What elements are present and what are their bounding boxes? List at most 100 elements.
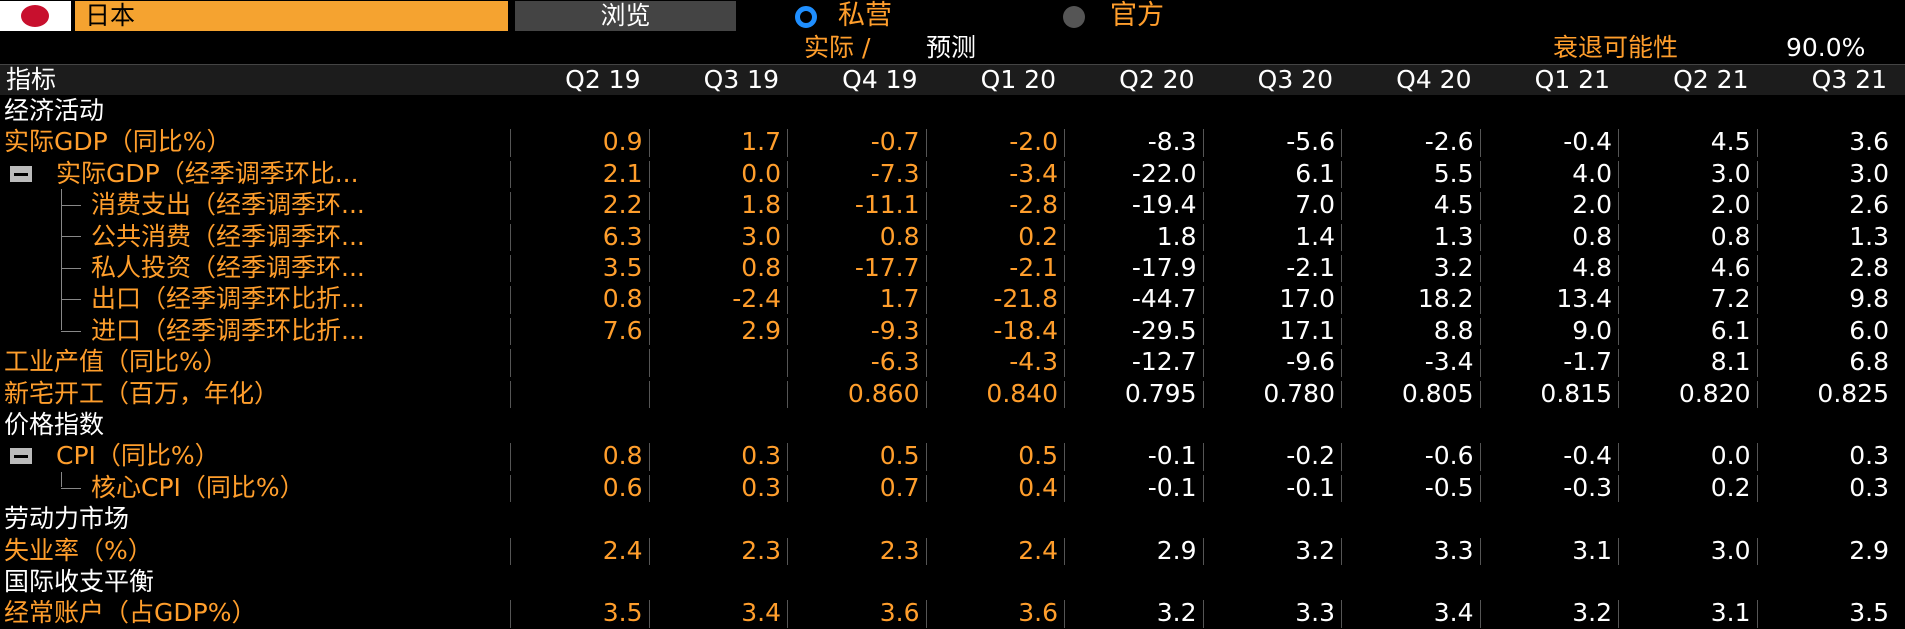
value-cell: 1.8 bbox=[1064, 223, 1203, 251]
tree-line bbox=[61, 204, 81, 206]
value-cell: 6.8 bbox=[1756, 349, 1896, 377]
value-cell: 0.805 bbox=[1341, 380, 1480, 408]
tree-line bbox=[61, 267, 81, 269]
column-header: Q1 20 bbox=[980, 65, 1056, 94]
value-cell: 0.8 bbox=[1479, 223, 1619, 251]
tree-line bbox=[61, 283, 62, 315]
value-cell: 0.6 bbox=[510, 474, 649, 503]
value-cell: -3.4 bbox=[925, 160, 1065, 189]
value-cell: 2.9 bbox=[648, 317, 788, 346]
value-cell: 0.780 bbox=[1202, 380, 1342, 408]
browse-button[interactable]: 浏览 bbox=[515, 1, 736, 31]
value-cell: 0.8 bbox=[510, 286, 649, 314]
value-cell: 2.8 bbox=[1756, 255, 1896, 283]
value-cell: 2.9 bbox=[1756, 537, 1896, 565]
value-cell: 3.5 bbox=[510, 600, 649, 628]
value-cell: 2.6 bbox=[1756, 192, 1896, 220]
column-header: Q2 20 bbox=[1119, 65, 1195, 94]
country-input[interactable]: 日本 bbox=[75, 1, 508, 31]
tree-line bbox=[61, 314, 62, 331]
column-header: Q4 19 bbox=[842, 65, 918, 94]
value-cell: 0.8 bbox=[787, 223, 926, 251]
value-cell: 1.4 bbox=[1202, 223, 1342, 251]
value-cell: -0.1 bbox=[1064, 474, 1203, 503]
value-cell: 0.5 bbox=[925, 443, 1065, 471]
value-cell: 2.9 bbox=[1064, 537, 1203, 565]
value-cell: -18.4 bbox=[925, 317, 1065, 346]
value-cell: 1.7 bbox=[648, 129, 788, 157]
value-cell bbox=[648, 349, 788, 377]
value-cell: 4.5 bbox=[1618, 129, 1757, 157]
value-cell: -12.7 bbox=[1064, 349, 1203, 377]
value-cell: 6.0 bbox=[1756, 317, 1896, 346]
value-cell: 0.4 bbox=[925, 474, 1065, 503]
value-cell: -7.3 bbox=[787, 160, 926, 189]
section-title: 价格指数 bbox=[4, 410, 105, 439]
value-cell: 0.2 bbox=[925, 223, 1065, 251]
value-cell: 1.3 bbox=[1756, 223, 1896, 251]
value-cell: -0.6 bbox=[1341, 443, 1480, 471]
value-cell: 3.1 bbox=[1618, 600, 1757, 628]
recession-label: 衰退可能性 bbox=[1553, 33, 1679, 62]
value-cell: 8.1 bbox=[1618, 349, 1757, 377]
radio-private-label[interactable]: 私营 bbox=[838, 0, 892, 31]
value-cell: 0.8 bbox=[648, 255, 788, 283]
value-cell: -44.7 bbox=[1064, 286, 1203, 314]
row-label: 消费支出（经季调季环... bbox=[91, 190, 365, 220]
value-cell: 3.2 bbox=[1202, 537, 1342, 565]
column-header: Q2 19 bbox=[565, 65, 641, 94]
value-cell: 3.5 bbox=[510, 255, 649, 283]
value-cell: 9.8 bbox=[1756, 286, 1896, 314]
value-cell: 0.795 bbox=[1064, 380, 1203, 408]
flag bbox=[0, 1, 71, 31]
value-cell: 13.4 bbox=[1479, 286, 1619, 314]
value-cell: 3.0 bbox=[1618, 537, 1757, 565]
column-header: Q3 19 bbox=[703, 65, 779, 94]
value-cell: 7.2 bbox=[1618, 286, 1757, 314]
value-cell: 0.2 bbox=[1618, 474, 1757, 503]
value-cell: 7.0 bbox=[1202, 192, 1342, 220]
value-cell: 3.6 bbox=[787, 600, 926, 628]
section-title: 经济活动 bbox=[4, 96, 105, 125]
value-cell: 0.3 bbox=[1756, 474, 1896, 503]
value-cell: -29.5 bbox=[1064, 317, 1203, 346]
column-header: Q1 21 bbox=[1534, 65, 1610, 94]
value-cell: -3.4 bbox=[1341, 349, 1480, 377]
value-cell: 0.7 bbox=[787, 474, 926, 503]
column-header: Q2 21 bbox=[1673, 65, 1749, 94]
value-cell: 3.2 bbox=[1479, 600, 1619, 628]
radio-official-label[interactable]: 官方 bbox=[1110, 0, 1164, 31]
value-cell: 2.4 bbox=[510, 537, 649, 565]
radio-private[interactable] bbox=[795, 6, 817, 28]
value-cell: 18.2 bbox=[1341, 286, 1480, 314]
value-cell: -2.0 bbox=[925, 129, 1065, 157]
value-cell: 6.3 bbox=[510, 223, 649, 251]
value-cell: -22.0 bbox=[1064, 160, 1203, 189]
value-cell: -0.2 bbox=[1202, 443, 1342, 471]
column-header: Q3 20 bbox=[1257, 65, 1333, 94]
value-cell: 0.3 bbox=[648, 443, 788, 471]
value-cell: -0.5 bbox=[1341, 474, 1480, 503]
value-cell: -2.1 bbox=[925, 255, 1065, 283]
value-cell: 2.3 bbox=[648, 537, 788, 565]
header-bar bbox=[0, 64, 1905, 95]
value-cell: 1.8 bbox=[648, 192, 788, 220]
value-cell: 3.0 bbox=[1618, 160, 1757, 189]
value-cell: 2.4 bbox=[925, 537, 1065, 565]
value-cell: 2.0 bbox=[1618, 192, 1757, 220]
value-cell: -17.7 bbox=[787, 255, 926, 283]
value-cell: -0.4 bbox=[1479, 443, 1619, 471]
value-cell: -1.7 bbox=[1479, 349, 1619, 377]
row-label: 核心CPI（同比%） bbox=[91, 472, 305, 502]
tree-line bbox=[61, 487, 81, 489]
value-cell: 6.1 bbox=[1618, 317, 1757, 346]
section-title: 国际收支平衡 bbox=[4, 567, 155, 596]
value-cell: 3.6 bbox=[1756, 129, 1896, 157]
radio-official[interactable] bbox=[1063, 6, 1085, 28]
value-cell: 4.6 bbox=[1618, 255, 1757, 283]
value-cell bbox=[510, 380, 649, 408]
value-cell: -5.6 bbox=[1202, 129, 1342, 157]
value-cell: 0.0 bbox=[648, 160, 788, 189]
column-header: Q3 21 bbox=[1811, 65, 1887, 94]
